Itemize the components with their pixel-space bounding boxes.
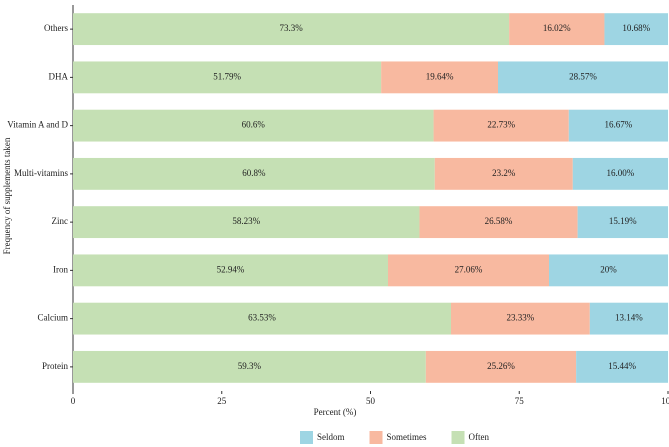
legend-label: Often	[469, 432, 490, 442]
data-label: 16.00%	[607, 168, 635, 178]
x-tick-label: 100	[661, 396, 669, 406]
legend-swatch	[369, 431, 383, 444]
y-tick-label: Zinc	[52, 216, 69, 226]
y-tick-label: Protein	[42, 361, 68, 371]
data-label: 20%	[600, 264, 617, 274]
bar-segment	[509, 13, 605, 46]
bar-segment	[434, 157, 573, 190]
data-label: 26.58%	[485, 216, 513, 226]
y-tick-label: Multi-vitamins	[14, 168, 68, 178]
y-tick-label: Vitamin A and D	[7, 120, 68, 130]
y-tick-label: Calcium	[38, 313, 69, 323]
data-label: 28.57%	[569, 71, 597, 81]
bar-segment	[73, 61, 382, 94]
bar-segment	[604, 13, 668, 46]
bar-segment	[73, 254, 388, 287]
bar-segment	[381, 61, 499, 94]
bar-segment	[577, 206, 668, 239]
legend-label: Sometimes	[387, 432, 427, 442]
data-label: 51.79%	[213, 71, 241, 81]
x-tick-label: 0	[71, 396, 76, 406]
data-label: 19.64%	[426, 71, 454, 81]
bar-segment	[73, 350, 426, 383]
data-label: 27.06%	[455, 264, 483, 274]
x-tick-label: 75	[515, 396, 525, 406]
bar-segment	[73, 13, 510, 46]
bar-segment	[73, 206, 420, 239]
y-tick-label: Others	[44, 23, 68, 33]
bar-segment	[498, 61, 668, 94]
bar-segment	[589, 302, 668, 335]
y-axis-title: Frequency of supplements taken	[2, 137, 12, 254]
legend-swatch	[451, 431, 465, 444]
data-label: 59.3%	[238, 361, 262, 371]
y-tick-label: DHA	[49, 71, 69, 81]
bar-segment	[568, 109, 668, 142]
data-label: 25.26%	[487, 361, 515, 371]
bar-segment	[433, 109, 569, 142]
data-label: 16.67%	[605, 120, 633, 130]
data-label: 23.33%	[507, 313, 535, 323]
data-label: 15.44%	[608, 361, 636, 371]
data-label: 63.53%	[248, 313, 276, 323]
data-label: 60.8%	[242, 168, 266, 178]
bar-segment	[73, 302, 452, 335]
legend-label: Seldom	[317, 432, 345, 442]
bar-segment	[549, 254, 668, 287]
bar-segment	[576, 350, 668, 383]
data-label: 58.23%	[232, 216, 260, 226]
x-axis-title: Percent (%)	[314, 407, 357, 417]
bar-segment	[425, 350, 577, 383]
y-tick-label: Iron	[53, 264, 68, 274]
data-label: 10.68%	[622, 23, 650, 33]
bar-segment	[73, 109, 434, 142]
data-label: 13.14%	[615, 313, 643, 323]
data-label: 73.3%	[279, 23, 303, 33]
bar-segment	[73, 157, 435, 190]
data-label: 52.94%	[217, 264, 245, 274]
legend-swatch	[300, 431, 313, 444]
data-label: 22.73%	[487, 120, 515, 130]
bar-segment	[419, 206, 578, 239]
data-label: 16.02%	[543, 23, 571, 33]
data-label: 23.2%	[492, 168, 516, 178]
x-tick-label: 25	[217, 396, 227, 406]
x-tick-label: 50	[366, 396, 376, 406]
bar-segment	[572, 157, 668, 190]
bar-segment	[387, 254, 549, 287]
bar-segment	[451, 302, 590, 335]
data-label: 60.6%	[242, 120, 266, 130]
data-label: 15.19%	[609, 216, 637, 226]
